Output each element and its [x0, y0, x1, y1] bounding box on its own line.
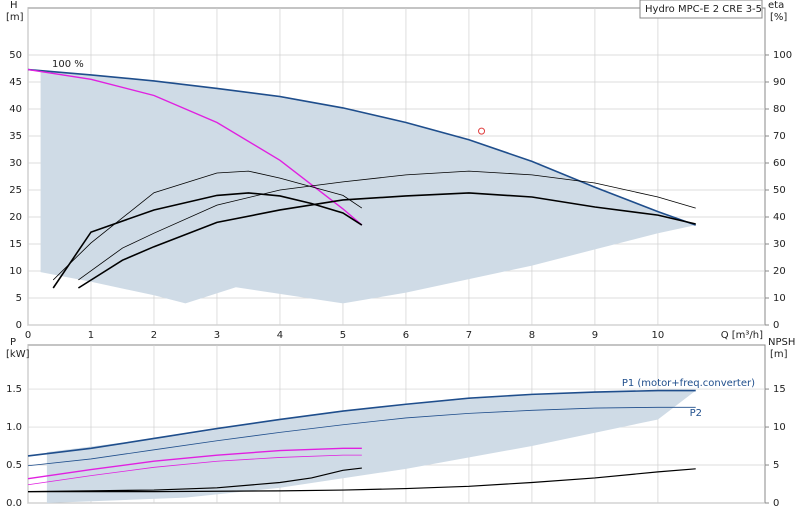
title-box [639, 0, 763, 19]
series-line [27, 447, 362, 480]
x-tick-label: 0 [25, 330, 31, 341]
x-tick-label: 6 [403, 330, 409, 341]
series-line [27, 68, 696, 226]
y-tick-label: 0 [16, 320, 22, 331]
series-line [52, 192, 363, 289]
y-tick-label: 35 [9, 131, 22, 142]
x-tick-label: 5 [340, 330, 346, 341]
y-tick-label: 1.5 [6, 384, 22, 395]
x-axis-label: Q [m³/h] [721, 330, 763, 341]
y-tick-label: 30 [9, 158, 22, 169]
series-line [27, 68, 363, 226]
x-tick-label: 3 [214, 330, 220, 341]
y2-axis-unit: [%] [770, 12, 787, 23]
series-line [27, 389, 696, 457]
series-line [52, 170, 363, 281]
y-axis-label: P [10, 337, 16, 348]
y2-axis-label: NPSH [768, 337, 795, 348]
duty-point [478, 127, 486, 135]
y-tick-label: 1.0 [6, 422, 22, 433]
y2-tick-label: 0 [773, 320, 779, 331]
x-tick-label: 1 [88, 330, 94, 341]
x-tick-label: 8 [529, 330, 535, 341]
y2-tick-label: 90 [773, 77, 786, 88]
y2-tick-label: 70 [773, 131, 786, 142]
series-line [27, 467, 362, 493]
y2-tick-label: 60 [773, 158, 786, 169]
series-line [28, 468, 696, 493]
operating-area [46, 390, 696, 503]
x-tick-label: 10 [652, 330, 665, 341]
y-axis-unit: [m] [6, 12, 24, 23]
y-tick-label: 0.5 [6, 460, 22, 471]
y2-tick-label: 15 [773, 384, 786, 395]
series-label: P2 [690, 408, 702, 419]
y2-tick-label: 50 [773, 185, 786, 196]
operating-area [40, 71, 696, 304]
y-tick-label: 20 [9, 212, 22, 223]
y2-tick-label: 5 [773, 460, 779, 471]
x-tick-label: 4 [277, 330, 283, 341]
y-tick-label: 45 [9, 77, 22, 88]
y-axis-label: H [10, 0, 18, 11]
y2-axis-unit: [m] [770, 349, 788, 360]
y2-tick-label: 10 [773, 422, 786, 433]
y-tick-label: 0.0 [6, 498, 22, 509]
y2-tick-label: 40 [773, 212, 786, 223]
y-tick-label: 10 [9, 266, 22, 277]
annotation: 100 % [52, 59, 84, 70]
series-line [27, 406, 696, 467]
y-axis-unit: [kW] [6, 349, 30, 360]
x-tick-label: 2 [151, 330, 157, 341]
y2-tick-label: 20 [773, 266, 786, 277]
x-tick-label: 7 [466, 330, 472, 341]
series-line [78, 170, 696, 281]
series-line [77, 192, 696, 289]
y-tick-label: 50 [9, 50, 22, 61]
x-tick-label: 9 [592, 330, 598, 341]
y2-tick-label: 100 [773, 50, 792, 61]
y2-axis-label: eta [768, 0, 784, 11]
chart-title: Hydro MPC-E 2 CRE 3-5 [645, 4, 762, 15]
y-tick-label: 40 [9, 104, 22, 115]
y2-tick-label: 0 [773, 498, 779, 509]
y-tick-label: 15 [9, 239, 22, 250]
series-label: P1 (motor+freq.converter) [622, 378, 755, 389]
y2-tick-label: 10 [773, 293, 786, 304]
y2-tick-label: 30 [773, 239, 786, 250]
y2-tick-label: 80 [773, 104, 786, 115]
series-line [27, 454, 362, 486]
y-tick-label: 5 [16, 293, 22, 304]
y-tick-label: 25 [9, 185, 22, 196]
